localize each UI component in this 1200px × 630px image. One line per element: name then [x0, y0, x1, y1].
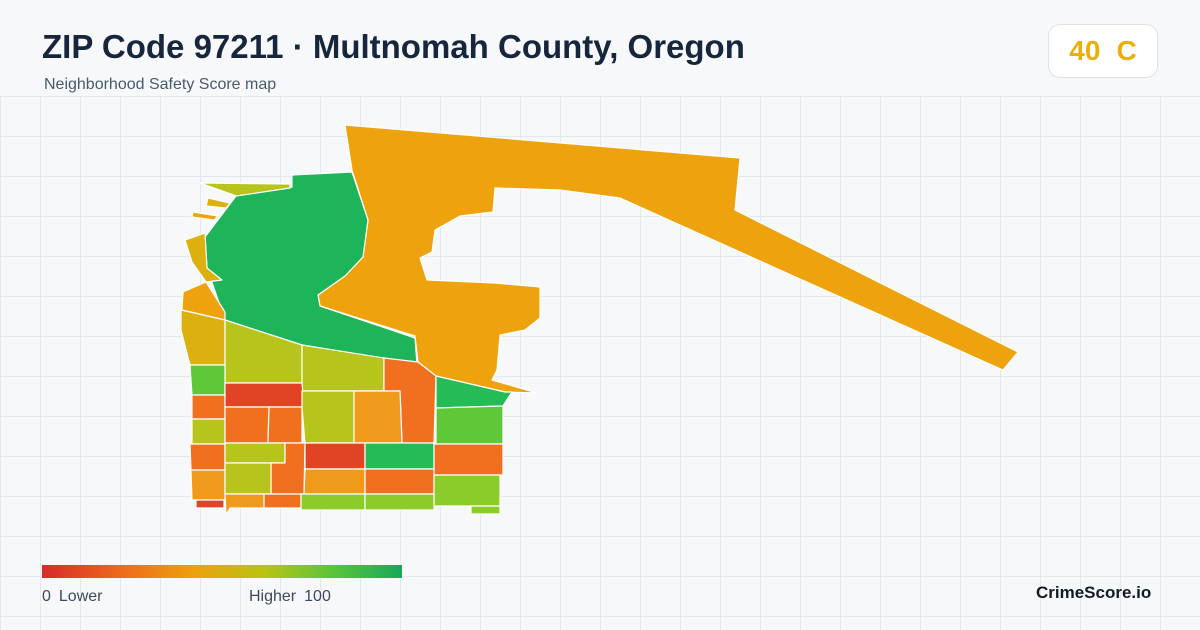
brand-logo-text[interactable]: CrimeScore.io — [1036, 583, 1152, 602]
map-region-orange-b2[interactable] — [263, 493, 302, 509]
map-region-yellow-green-b5[interactable] — [470, 505, 501, 515]
map-region-yellow-green-b3[interactable] — [300, 493, 366, 511]
map-region-red-r2c[interactable] — [304, 442, 366, 470]
map-region-west-olive-a[interactable] — [191, 418, 226, 445]
legend-gradient-bar — [42, 565, 402, 578]
map-region-yellow-green-b4[interactable] — [364, 493, 435, 511]
score-badge: 40 C — [1048, 24, 1158, 78]
map-region-amber-b1[interactable] — [224, 493, 265, 516]
map-region-west-orange-a[interactable] — [191, 394, 226, 420]
map-region-northwest-sliver-b[interactable] — [205, 197, 231, 209]
map-region-northeast-industrial[interactable] — [317, 124, 1019, 394]
legend-min-label: 0 Lower — [42, 588, 102, 606]
score-value: 40 — [1069, 35, 1101, 66]
map-region-olive-r3a[interactable] — [224, 462, 272, 495]
map-region-amber-c4[interactable] — [353, 390, 403, 444]
map-region-east-green[interactable] — [435, 375, 513, 409]
map-region-olive-r2a[interactable] — [224, 442, 286, 464]
map-region-amber-r3b[interactable] — [303, 468, 366, 495]
page-subtitle: Neighborhood Safety Score map — [44, 76, 277, 93]
map-region-northwest-sliver-c[interactable] — [191, 211, 219, 221]
map-region-west-edge-c[interactable] — [180, 309, 226, 366]
map-region-orange-c2[interactable] — [267, 406, 303, 444]
map-region-west-edge-b[interactable] — [181, 281, 226, 321]
score-grade: C — [1116, 35, 1137, 66]
map-region-olive-c3[interactable] — [301, 390, 355, 444]
map-region-west-amber[interactable] — [190, 469, 226, 501]
map-region-west-green[interactable] — [189, 364, 226, 396]
legend-max-text: Higher — [249, 588, 297, 605]
map-region-orange-r3c[interactable] — [364, 468, 435, 495]
map-region-green-r2d[interactable] — [364, 442, 435, 470]
map-region-west-red-small[interactable] — [195, 499, 225, 509]
map-region-red-block[interactable] — [224, 382, 305, 408]
map-region-northwest-park[interactable] — [204, 171, 418, 366]
legend-max-value: 100 — [304, 588, 331, 605]
page-title: ZIP Code 97211 · Multnomah County, Orego… — [42, 28, 745, 65]
map-region-west-orange-b[interactable] — [189, 443, 226, 471]
header: ZIP Code 97211 · Multnomah County, Orego… — [0, 0, 1200, 96]
map-region-west-edge-a[interactable] — [184, 232, 223, 283]
map-region-yellow-green-r3d[interactable] — [433, 474, 501, 507]
legend-min-text: Lower — [58, 588, 103, 605]
map-region-light-green-c5[interactable] — [435, 405, 504, 445]
map-region-orange-r2e[interactable] — [433, 443, 504, 476]
legend-min-value: 0 — [42, 588, 51, 605]
map-region-orange-c1[interactable] — [224, 406, 270, 444]
map-region-northwest-sliver-a[interactable] — [199, 182, 291, 197]
legend-max-label: Higher 100 — [249, 588, 331, 606]
